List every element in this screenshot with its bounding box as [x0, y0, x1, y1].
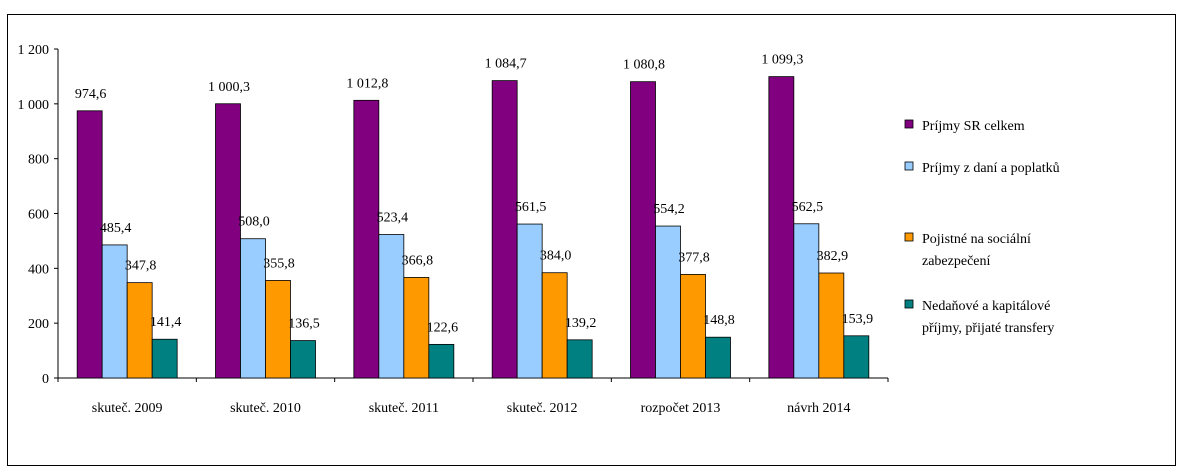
- legend-entry: Nedaňové a kapitálové: [922, 299, 1050, 314]
- bar: [76, 110, 103, 379]
- legend-entry: Príjmy z daní a poplatků: [922, 161, 1060, 176]
- bar: [655, 225, 681, 379]
- y-tick-label: 1 000: [18, 98, 50, 113]
- data-label: 355,8: [263, 256, 295, 271]
- data-label: 554,2: [653, 202, 685, 217]
- bar: [215, 103, 241, 379]
- data-label: 1 084,7: [485, 57, 527, 72]
- data-label: 148,8: [703, 313, 735, 328]
- data-label: 141,4: [150, 315, 182, 330]
- bar: [240, 238, 266, 379]
- bar: [403, 277, 430, 379]
- legend-entry: příjmy, přijaté transfery: [922, 321, 1054, 336]
- data-label: 377,8: [678, 250, 710, 265]
- y-tick-label: 600: [28, 208, 49, 223]
- bar: [151, 338, 178, 379]
- bar: [705, 336, 731, 379]
- bar: [101, 244, 128, 379]
- bar: [428, 343, 455, 379]
- y-tick-label: 400: [28, 262, 49, 277]
- x-tick-label: skuteč. 2012: [507, 401, 578, 416]
- legend-swatch: [904, 232, 914, 242]
- data-label: 153,9: [842, 312, 874, 327]
- bar: [516, 223, 543, 379]
- data-label: 122,6: [427, 320, 459, 335]
- bar: [353, 99, 380, 379]
- legend-entry: Pojistné na sociální: [922, 232, 1031, 247]
- data-label: 136,5: [288, 317, 320, 332]
- data-label: 508,0: [238, 215, 270, 230]
- bar: [491, 80, 518, 379]
- data-label: 139,2: [565, 316, 597, 331]
- data-label: 347,8: [125, 259, 157, 274]
- bar: [793, 223, 820, 379]
- legend-swatch: [904, 299, 914, 309]
- legend-entry: Príjmy SR celkem: [922, 119, 1025, 134]
- bar: [680, 274, 706, 379]
- bar: [566, 339, 593, 379]
- bar: [378, 234, 405, 379]
- data-label: 561,5: [515, 200, 547, 215]
- bar: [265, 280, 291, 379]
- bar: [541, 272, 568, 379]
- bar: [126, 282, 153, 379]
- data-label: 1 000,3: [208, 80, 250, 95]
- legend-swatch: [904, 119, 914, 129]
- legend-swatch: [904, 161, 914, 171]
- bar: [818, 272, 845, 379]
- bar: [630, 81, 656, 379]
- bar: [290, 340, 316, 379]
- data-label: 974,6: [75, 87, 107, 102]
- data-label: 1 080,8: [623, 58, 665, 73]
- data-label: 523,4: [377, 211, 409, 226]
- legend-entry: zabezpečení: [922, 254, 990, 269]
- bar: [768, 76, 795, 379]
- x-tick-label: skuteč. 2009: [92, 401, 163, 416]
- y-tick-label: 1 200: [18, 43, 50, 58]
- y-tick-label: 800: [28, 153, 49, 168]
- data-label: 562,5: [792, 200, 824, 215]
- x-tick-label: rozpočet 2013: [641, 401, 721, 416]
- data-label: 1 012,8: [346, 76, 388, 91]
- data-label: 1 099,3: [761, 53, 803, 68]
- data-label: 485,4: [100, 221, 132, 236]
- y-tick-label: 200: [28, 317, 49, 332]
- data-label: 384,0: [540, 249, 572, 264]
- x-tick-label: skuteč. 2011: [369, 401, 439, 416]
- y-tick-label: 0: [42, 372, 49, 387]
- data-label: 366,8: [402, 253, 434, 268]
- x-tick-label: skuteč. 2010: [230, 401, 301, 416]
- bar: [843, 335, 870, 379]
- x-tick-label: návrh 2014: [787, 401, 850, 416]
- data-label: 382,9: [817, 249, 849, 264]
- chart-frame: [7, 14, 1176, 466]
